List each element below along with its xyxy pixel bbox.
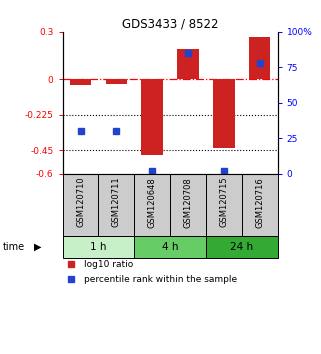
Text: ▶: ▶ <box>34 242 41 252</box>
Bar <box>206 236 278 258</box>
Text: 24 h: 24 h <box>230 242 253 252</box>
Text: GSM120716: GSM120716 <box>255 177 264 228</box>
Text: log10 ratio: log10 ratio <box>84 260 133 269</box>
Bar <box>206 174 242 236</box>
Bar <box>177 49 199 79</box>
Text: GSM120715: GSM120715 <box>219 177 229 227</box>
Bar <box>63 236 134 258</box>
Text: GSM120708: GSM120708 <box>184 177 193 228</box>
Text: GSM120711: GSM120711 <box>112 177 121 227</box>
Bar <box>242 174 278 236</box>
Bar <box>170 174 206 236</box>
Text: 4 h: 4 h <box>162 242 178 252</box>
Text: GSM120648: GSM120648 <box>148 177 157 228</box>
Text: time: time <box>3 242 25 252</box>
Bar <box>134 236 206 258</box>
Bar <box>99 174 134 236</box>
Text: percentile rank within the sample: percentile rank within the sample <box>84 275 237 284</box>
Bar <box>142 79 163 155</box>
Bar <box>70 79 91 85</box>
Title: GDS3433 / 8522: GDS3433 / 8522 <box>122 18 218 31</box>
Bar <box>213 79 235 148</box>
Text: 1 h: 1 h <box>90 242 107 252</box>
Bar <box>249 36 271 79</box>
Bar <box>63 174 99 236</box>
Bar <box>134 174 170 236</box>
Text: GSM120710: GSM120710 <box>76 177 85 227</box>
Bar <box>106 79 127 84</box>
